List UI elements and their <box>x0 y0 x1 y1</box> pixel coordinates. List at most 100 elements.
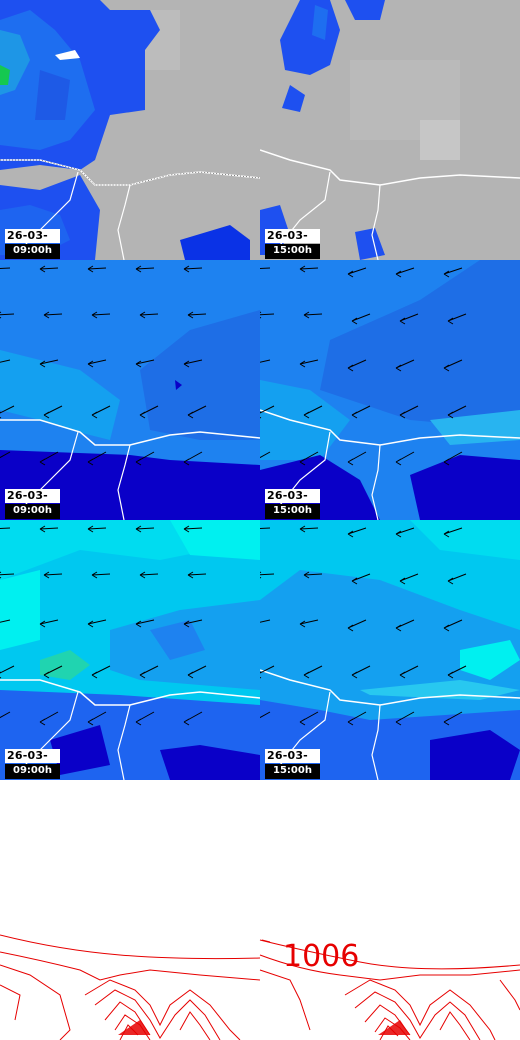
wind-arrow <box>91 571 111 579</box>
timestamp: 26-03-19 09:00h <box>5 489 60 519</box>
wind-arrow <box>0 571 15 579</box>
wind-arrow <box>183 711 203 726</box>
wind-arrow <box>187 571 207 579</box>
timestamp: 26-03-19 09:00h <box>5 749 60 779</box>
wind-arrow <box>0 527 11 530</box>
wind-arrow <box>347 451 367 466</box>
wind-arrow <box>139 665 159 679</box>
wind-arrow <box>87 265 107 273</box>
date-label: 26-03-19 <box>265 749 320 775</box>
wind-arrow <box>183 619 203 628</box>
wind-arrow <box>135 619 155 628</box>
wind-arrow <box>347 267 367 278</box>
wind-arrow <box>443 451 463 466</box>
wind-arrow <box>347 359 367 372</box>
wind-map-graphic <box>0 260 260 520</box>
wind-map-low-0900: 26-03-19 09:00h <box>0 260 260 520</box>
wind-map-graphic <box>260 520 520 780</box>
wind-arrow <box>135 451 155 466</box>
time-label: 15:00h <box>265 764 320 779</box>
wind-arrow <box>91 405 111 419</box>
wind-arrow <box>135 359 155 368</box>
wind-arrow <box>0 405 15 419</box>
wind-arrow <box>399 405 419 419</box>
date-label: 26-03-19 <box>265 489 320 515</box>
wind-arrow <box>443 619 463 632</box>
wind-arrow <box>395 619 415 632</box>
timestamp: 26-03-19 09:00h <box>5 229 60 259</box>
wind-arrow <box>0 665 15 679</box>
wind-arrow <box>399 573 419 585</box>
wind-arrow <box>43 405 63 419</box>
wind-arrows <box>0 265 207 466</box>
wind-arrow <box>183 451 203 466</box>
wind-arrow <box>443 527 463 538</box>
wind-arrow <box>0 359 11 363</box>
isobar-graphic: 1006 <box>0 934 520 1040</box>
wind-arrow <box>447 313 467 325</box>
wind-arrows <box>260 525 467 726</box>
timestamp: 26-03-19 15:00h <box>265 489 320 519</box>
wind-arrow <box>399 313 419 325</box>
wind-arrow <box>351 573 371 585</box>
wind-arrow <box>395 451 415 466</box>
wind-arrow <box>39 619 59 628</box>
wind-arrow <box>447 665 467 679</box>
wind-arrow <box>87 619 107 628</box>
pressure-maps: 1006 <box>0 780 520 1040</box>
wind-arrow <box>43 311 63 319</box>
wind-arrow <box>91 665 111 679</box>
wind-arrow <box>260 267 271 270</box>
wind-arrow <box>0 267 11 270</box>
wind-arrow <box>183 265 203 273</box>
wind-arrow <box>260 571 275 579</box>
wind-arrow <box>395 527 415 538</box>
wind-arrow <box>395 359 415 372</box>
precip-map-graphic <box>260 0 520 260</box>
wind-arrow <box>39 359 59 368</box>
wind-arrow <box>43 665 63 679</box>
wind-arrow <box>135 711 155 726</box>
wind-arrow <box>39 711 59 726</box>
wind-arrow <box>187 665 207 679</box>
date-label: 26-03-19 <box>5 749 60 775</box>
wind-arrow <box>139 311 159 319</box>
time-label: 09:00h <box>5 764 60 779</box>
wind-arrow <box>260 711 271 719</box>
wind-arrow <box>303 311 323 319</box>
time-label: 09:00h <box>5 244 60 259</box>
precip-map-graphic <box>0 0 260 260</box>
wind-arrow <box>39 451 59 466</box>
wind-map-graphic <box>0 520 260 780</box>
wind-arrow <box>303 405 323 419</box>
wind-arrow <box>347 527 367 538</box>
wind-arrow <box>39 525 59 533</box>
wind-arrow <box>260 527 271 530</box>
wind-map-low-1500: 26-03-19 15:00h <box>260 260 520 520</box>
time-label: 09:00h <box>5 504 60 519</box>
wind-arrow <box>43 571 63 579</box>
isobar-value-label: 1006 <box>283 939 359 974</box>
wind-arrow <box>299 265 319 273</box>
date-label: 26-03-19 <box>5 229 60 255</box>
wind-map-high-1500: 26-03-19 15:00h <box>260 520 520 780</box>
precip-map-0900: 26-03-19 09:00h <box>0 0 260 260</box>
wind-arrow <box>351 665 371 679</box>
wind-arrow <box>260 311 275 319</box>
time-label: 15:00h <box>265 504 320 519</box>
wind-arrow <box>260 619 271 623</box>
timestamp: 26-03-19 15:00h <box>265 229 320 259</box>
wind-arrow <box>0 311 15 319</box>
wind-arrow <box>260 451 271 459</box>
wind-arrow <box>399 665 419 679</box>
wind-map-graphic <box>260 260 520 520</box>
wind-arrow <box>0 451 11 459</box>
wind-arrow <box>139 405 159 419</box>
wind-arrow <box>395 711 415 726</box>
wind-arrow <box>260 359 271 363</box>
date-label: 26-03-19 <box>265 229 320 255</box>
wind-arrow <box>351 313 371 325</box>
wind-arrow <box>395 267 415 278</box>
wind-arrow <box>299 359 319 368</box>
timestamp: 26-03-19 15:00h <box>265 749 320 779</box>
